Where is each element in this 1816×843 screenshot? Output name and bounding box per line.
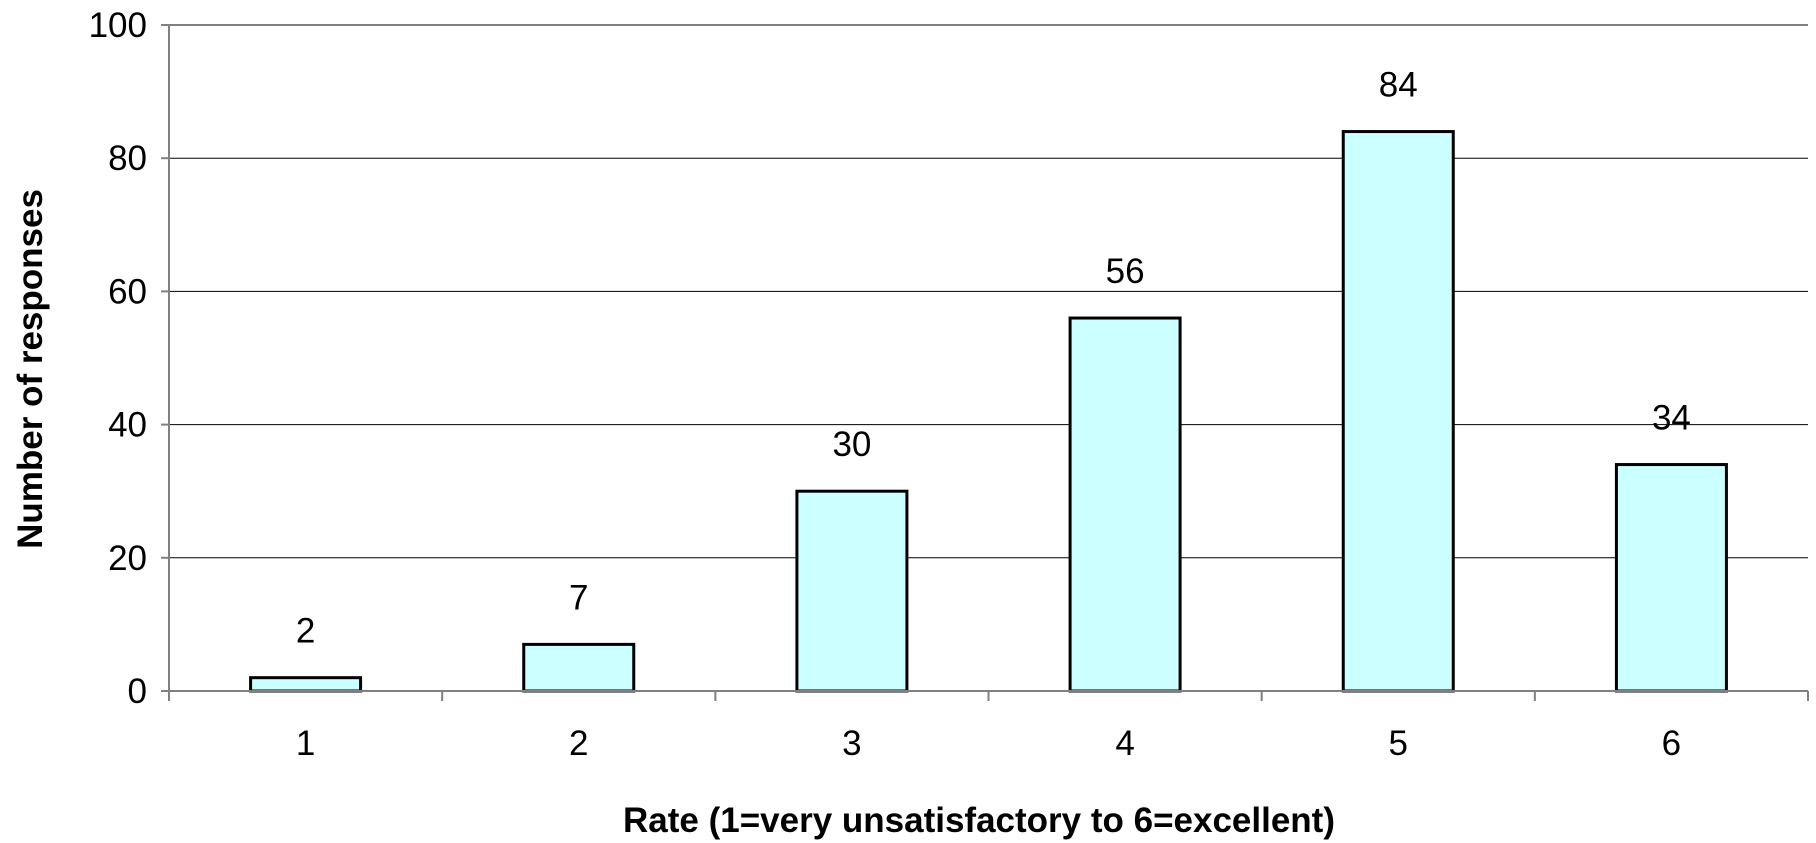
axes [161,24,1809,701]
data-labels: 2 7 30 56 84 34 [296,66,1691,651]
data-label-6: 34 [1652,399,1691,438]
bar-2 [522,642,636,693]
bars [249,130,1728,693]
data-label-1: 2 [296,612,315,651]
data-label-4: 56 [1106,252,1145,291]
y-tick-label: 40 [108,406,147,445]
y-tick-label: 80 [108,139,147,178]
bar-6 [1614,463,1728,693]
x-tick-label-6: 6 [1662,724,1681,763]
y-tick-label: 20 [108,539,147,578]
bar-5 [1341,130,1455,693]
bar-4 [1068,316,1182,693]
data-label-3: 30 [832,425,871,464]
y-axis-title: Number of responses [11,189,50,549]
x-tick-label-3: 3 [842,724,861,763]
y-tick-label: 60 [108,272,147,311]
data-label-2: 7 [569,578,588,617]
y-tick-label: 100 [89,6,147,45]
bar-3 [795,489,909,693]
x-tick-label-4: 4 [1115,724,1134,763]
x-tick-label-1: 1 [296,724,315,763]
x-tick-label-5: 5 [1389,724,1408,763]
data-label-5: 84 [1379,66,1418,105]
y-tick-label: 0 [128,672,147,711]
x-axis-title: Rate (1=very unsatisfactory to 6=excelle… [623,801,1335,840]
bar-1 [249,676,363,693]
gridlines [169,24,1808,559]
x-tick-label-2: 2 [569,724,588,763]
